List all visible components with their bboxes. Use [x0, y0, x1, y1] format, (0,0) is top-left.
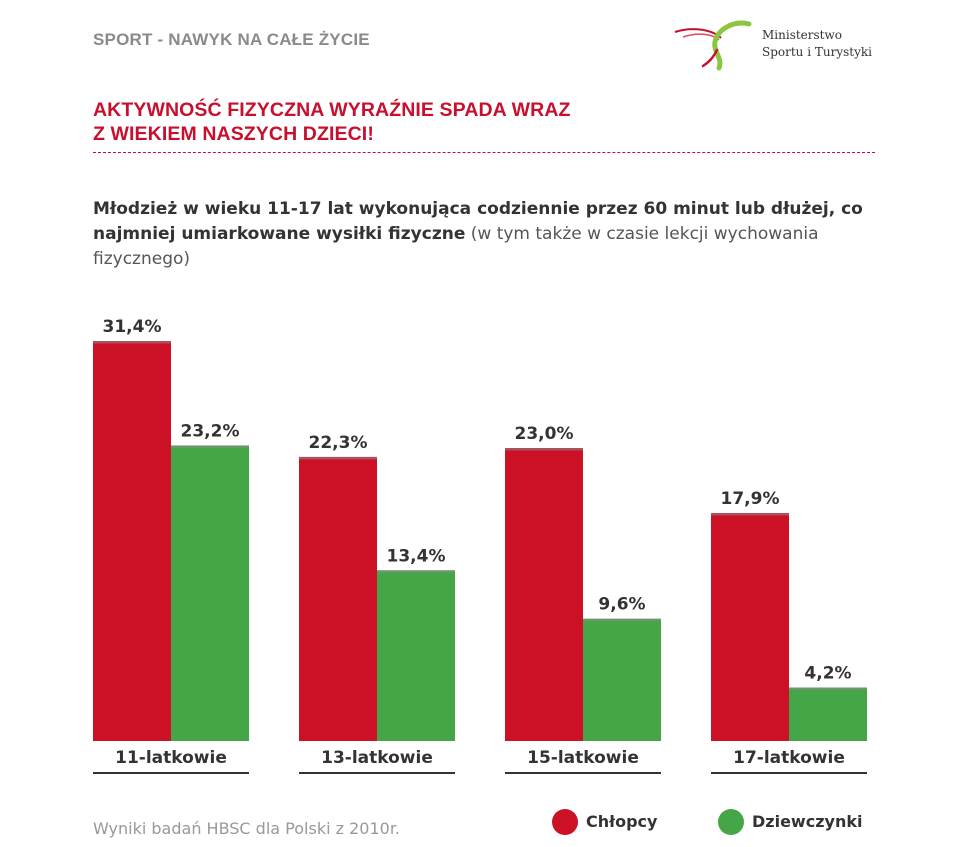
section-title: SPORT - NAWYK NA CAŁE ŻYCIE: [93, 30, 370, 49]
value-label-boys-4: 17,9%: [721, 489, 780, 509]
subtitle-note: (w tym także w czasie lekcji wychowania …: [93, 224, 819, 269]
bar-top-edge: [789, 687, 867, 690]
logo-line-1: Ministerstwo: [762, 28, 842, 42]
bar-top-edge: [299, 456, 377, 460]
bar-boys-4: [711, 512, 789, 741]
legend-label-girls: Dziewczynki: [752, 812, 863, 831]
value-label-girls-3: 9,6%: [598, 595, 645, 615]
category-underline: [711, 772, 867, 774]
subtitle-bold: Młodzież w wieku 11-17 lat wykonująca co…: [93, 199, 863, 244]
category-label-2: 13-latkowie: [321, 748, 433, 768]
logo-line-2: Sportu i Turystyki: [762, 45, 872, 59]
bar-top-edge: [171, 445, 249, 448]
category-underline: [299, 772, 455, 774]
bar-top-edge: [377, 570, 455, 573]
category-underline: [505, 772, 661, 774]
bar-top-edge: [505, 448, 583, 451]
legend-swatch-boys: [552, 809, 578, 835]
value-label-boys-3: 23,0%: [515, 424, 574, 444]
value-label-girls-2: 13,4%: [387, 546, 446, 566]
bar-boys-1: [93, 341, 171, 741]
ministry-name: Ministerstwo Sportu i Turystyki: [762, 27, 872, 61]
bar-girls-3: [583, 618, 661, 741]
bar-boys-2: [299, 456, 377, 741]
category-label-1: 11-latkowie: [115, 748, 227, 768]
headline: AKTYWNOŚĆ FIZYCZNA WYRAŹNIE SPADA WRAZ Z…: [93, 98, 571, 146]
value-label-boys-2: 22,3%: [309, 433, 368, 453]
bar-girls-1: [171, 445, 249, 741]
ministry-logo: Ministerstwo Sportu i Turystyki: [673, 20, 883, 72]
category-label-3: 15-latkowie: [527, 748, 639, 768]
bar-boys-3: [505, 448, 583, 741]
category-underline: [93, 772, 249, 774]
headline-divider: [93, 152, 875, 153]
category-label-4: 17-latkowie: [733, 748, 845, 768]
bar-girls-2: [377, 570, 455, 741]
bar-top-edge: [711, 512, 789, 516]
ministry-emblem-icon: [674, 20, 752, 71]
source-note: Wyniki badań HBSC dla Polski z 2010r.: [93, 819, 401, 838]
headline-line-1: AKTYWNOŚĆ FIZYCZNA WYRAŹNIE SPADA WRAZ: [93, 99, 571, 121]
headline-line-2: Z WIEKIEM NASZYCH DZIECI!: [93, 123, 374, 145]
value-label-boys-1: 31,4%: [103, 317, 162, 337]
bar-top-edge: [93, 341, 171, 344]
bar-top-edge: [583, 618, 661, 622]
legend-swatch-girls: [718, 809, 744, 835]
chart-subtitle: Młodzież w wieku 11-17 lat wykonująca co…: [93, 197, 883, 272]
legend-label-boys: Chłopcy: [586, 812, 658, 831]
value-label-girls-1: 23,2%: [181, 421, 240, 441]
bar-girls-4: [789, 687, 867, 741]
value-label-girls-4: 4,2%: [804, 663, 851, 683]
